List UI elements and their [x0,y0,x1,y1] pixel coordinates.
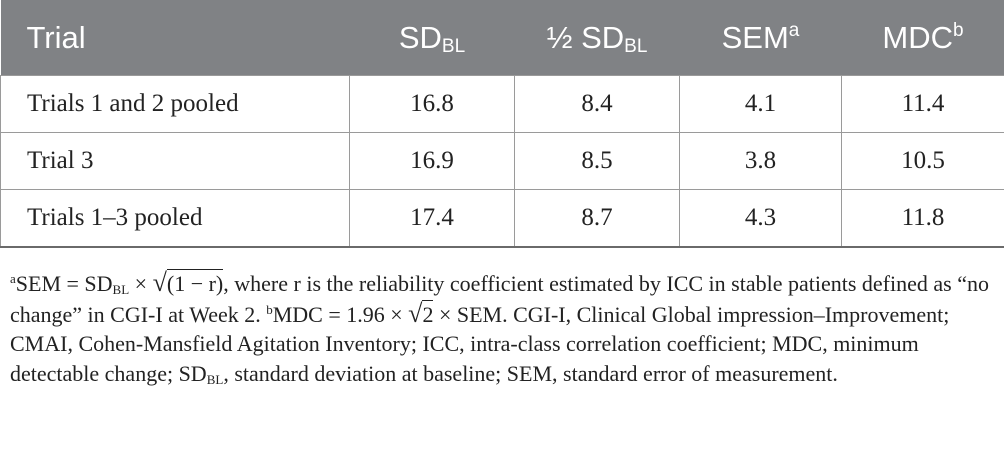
header-half-sd-subscript: BL [624,35,648,57]
cell-half-sd-bl: 8.4 [514,75,680,133]
footnote-b-end: , standard deviation at baseline; SEM, s… [223,360,838,386]
header-sd-subscript: BL [441,35,466,57]
cell-mdc: 11.4 [841,75,1004,133]
table-header: Trial SDBL ½ SDBL SEMa MDCb [0,0,1004,76]
footnote-a-radicand: (1 − r) [166,269,224,296]
header-sem-label: SEM [721,19,789,55]
header-mdc-label: MDC [882,19,954,55]
cell-trial: Trials 1 and 2 pooled [0,75,350,133]
header-mdc-superscript: b [953,19,964,41]
cell-mdc: 11.8 [841,189,1004,248]
table-footnotes: aSEM = SDBL × √(1 − r), where r is the r… [10,268,995,388]
header-mdc: MDCb [841,0,1004,76]
footnote-a-text: , where r is the reliability coefficient… [10,271,989,327]
footnote-a-subscript: BL [112,282,130,297]
header-sd-bl: SDBL [349,0,515,76]
header-row: Trial SDBL ½ SDBL SEMa MDCb [0,0,1004,76]
sqrt-symbol: √ [152,268,167,297]
table-row: Trials 1–3 pooled 17.4 8.7 4.3 11.8 [0,189,1004,248]
cell-sem: 4.1 [679,75,842,133]
cell-sd-bl: 16.9 [349,132,515,190]
header-sd-label: SD [398,19,442,55]
cell-mdc: 10.5 [841,132,1004,190]
table-row: Trial 3 16.9 8.5 3.8 10.5 [0,132,1004,190]
cell-half-sd-bl: 8.5 [514,132,680,190]
cell-sd-bl: 16.8 [349,75,515,133]
footnote-b-subscript: BL [206,371,224,387]
results-table: Trial SDBL ½ SDBL SEMa MDCb Trials 1 and… [0,0,1004,248]
sqrt-symbol: √ [408,298,423,328]
table-row: Trials 1 and 2 pooled 16.8 8.4 4.1 11.4 [0,75,1004,133]
cell-trial: Trial 3 [0,132,350,190]
results-table-container: Trial SDBL ½ SDBL SEMa MDCb Trials 1 and… [0,0,1004,248]
footnote-a-times: × [129,271,153,296]
cell-sd-bl: 17.4 [349,189,515,248]
table-body: Trials 1 and 2 pooled 16.8 8.4 4.1 11.4 … [0,75,1004,248]
header-sem: SEMa [679,0,842,76]
header-half-sd-label: ½ SD [546,19,625,55]
header-sem-superscript: a [788,19,800,41]
footnote-a-formula-lhs: SEM = SD [15,271,113,296]
header-half-sd-bl: ½ SDBL [514,0,680,76]
footnote-b-marker: b [266,301,273,317]
cell-trial: Trials 1–3 pooled [0,189,350,248]
cell-sem: 4.3 [679,189,842,248]
footnote-b-formula-lhs: MDC = 1.96 × [272,301,409,327]
footnote-b-radicand: 2 [422,299,434,327]
cell-sem: 3.8 [679,132,842,190]
cell-half-sd-bl: 8.7 [514,189,680,248]
header-trial: Trial [0,0,350,76]
footnote-a-marker: a [10,271,16,286]
footnote-b-text: × SEM. CGI-I, Clinical Global impression… [10,301,950,386]
